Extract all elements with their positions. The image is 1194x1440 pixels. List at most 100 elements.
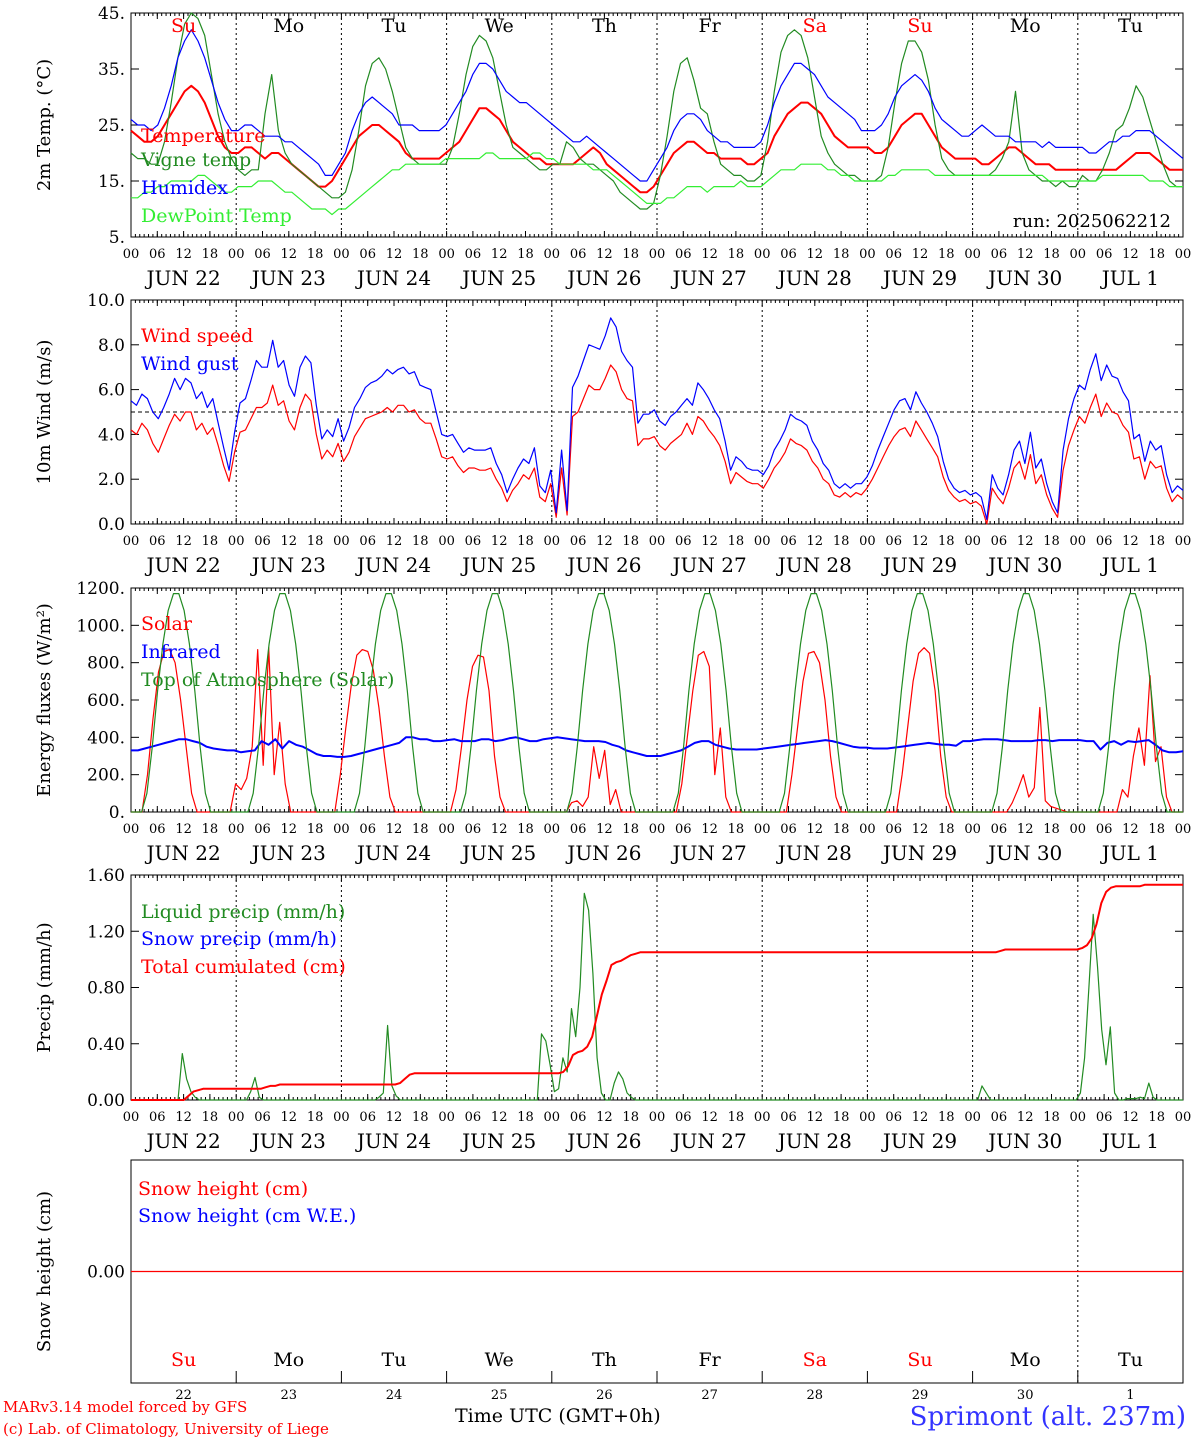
temperature-date-label: JUN 24 — [355, 266, 431, 290]
precip-hour-tick-label: 00 — [123, 1110, 140, 1125]
wind-date-label: JUN 27 — [671, 553, 747, 577]
energy-date-label: JUN 22 — [145, 841, 221, 865]
energy-date-label: JUL 1 — [1100, 841, 1159, 865]
wind-legend-entry: Wind gust — [141, 353, 239, 375]
wind-date-label: JUL 1 — [1100, 553, 1159, 577]
precip-hour-tick-label: 12 — [1017, 1110, 1034, 1125]
precip-hour-tick-label: 06 — [1096, 1110, 1113, 1125]
wind-hour-tick-label: 18 — [1043, 534, 1060, 549]
precip-hour-tick-label: 00 — [228, 1110, 245, 1125]
snow-weekday-label: Su — [907, 1349, 932, 1371]
energy-hour-tick-label: 18 — [938, 822, 955, 837]
temperature-hour-tick-label: 06 — [149, 247, 166, 262]
time-axis-label: Time UTC (GMT+0h) — [455, 1405, 661, 1427]
temperature-weekday-label: Mo — [1010, 15, 1041, 37]
precip-hour-tick-label: 18 — [938, 1110, 955, 1125]
energy-hour-tick-label: 00 — [333, 822, 350, 837]
temperature-weekday-label: Su — [171, 15, 196, 37]
wind-hour-tick-label: 00 — [438, 534, 455, 549]
energy-legend-entry: Solar — [141, 613, 193, 635]
energy-hour-tick-label: 00 — [1070, 822, 1087, 837]
wind-series-wind-gust — [130, 317, 1184, 521]
temperature-legend-entry: Vigne temp — [140, 149, 251, 171]
energy-hour-tick-label: 06 — [675, 822, 692, 837]
energy-hour-tick-label: 06 — [991, 822, 1008, 837]
precip-date-label: JUN 29 — [881, 1129, 957, 1153]
energy-hour-tick-label: 06 — [780, 822, 797, 837]
wind-y-tick-label: 2.0 — [98, 470, 125, 490]
energy-hour-tick-label: 00 — [1175, 822, 1192, 837]
wind-date-label: JUN 26 — [565, 553, 641, 577]
temperature-hour-tick-label: 00 — [123, 247, 140, 262]
wind-hour-tick-label: 18 — [202, 534, 219, 549]
energy-hour-tick-label: 00 — [859, 822, 876, 837]
precip-hour-tick-label: 06 — [780, 1110, 797, 1125]
precip-hour-tick-label: 12 — [912, 1110, 929, 1125]
precip-date-label: JUL 1 — [1100, 1129, 1159, 1153]
energy-legend-entry: Infrared — [141, 641, 221, 663]
temperature-weekday-label: We — [485, 15, 514, 37]
snow-weekday-label: Th — [592, 1349, 617, 1371]
temperature-hour-tick-label: 06 — [359, 247, 376, 262]
wind-hour-tick-label: 06 — [780, 534, 797, 549]
energy-hour-tick-label: 12 — [386, 822, 403, 837]
precip-hour-tick-label: 18 — [728, 1110, 745, 1125]
wind-hour-tick-label: 18 — [728, 534, 745, 549]
temperature-hour-tick-label: 06 — [570, 247, 587, 262]
wind-hour-tick-label: 00 — [1070, 534, 1087, 549]
snow-day-number: 23 — [281, 1388, 298, 1403]
snow-weekday-label: Mo — [273, 1349, 304, 1371]
energy-hour-tick-label: 12 — [175, 822, 192, 837]
snow-legend-entry: Snow height (cm W.E.) — [138, 1205, 356, 1227]
energy-y-tick-label: 600. — [87, 691, 125, 711]
energy-date-label: JUN 24 — [355, 841, 431, 865]
precip-hour-tick-label: 12 — [281, 1110, 298, 1125]
precip-panel: 00 06 12 18 00 06 12 18 00 06 12 18 00 06 12 18 00 06 12 18… — [34, 866, 1191, 1153]
energy-hour-tick-label: 18 — [202, 822, 219, 837]
energy-y-axis-label: Energy fluxes (W/m²) — [34, 603, 55, 797]
energy-hour-tick-label: 12 — [807, 822, 824, 837]
energy-date-label: JUN 27 — [671, 841, 747, 865]
wind-y-axis-label: 10m Wind (m/s) — [34, 340, 55, 485]
precip-date-label: JUN 27 — [671, 1129, 747, 1153]
temperature-hour-tick-label: 00 — [649, 247, 666, 262]
temperature-hour-tick-label: 00 — [544, 247, 561, 262]
temperature-hour-tick-label: 06 — [254, 247, 271, 262]
wind-date-label: JUN 22 — [145, 553, 221, 577]
temperature-hour-tick-label: 00 — [438, 247, 455, 262]
temperature-legend-entry: DewPoint Temp — [141, 205, 292, 227]
snow-day-number: 24 — [386, 1388, 403, 1403]
energy-date-label: JUN 25 — [460, 841, 536, 865]
precip-hour-tick-label: 00 — [333, 1110, 350, 1125]
wind-date-label: JUN 29 — [881, 553, 957, 577]
precip-date-label: JUN 26 — [565, 1129, 641, 1153]
wind-hour-tick-label: 18 — [938, 534, 955, 549]
energy-hour-tick-label: 06 — [149, 822, 166, 837]
model-credit: MARv3.14 model forced by GFS — [3, 1398, 248, 1416]
snow-y-tick-label: 0.00 — [87, 1263, 125, 1283]
precip-hour-tick-label: 12 — [701, 1110, 718, 1125]
precip-hour-tick-label: 18 — [833, 1110, 850, 1125]
wind-y-tick-label: 4.0 — [98, 425, 125, 445]
energy-hour-tick-label: 18 — [728, 822, 745, 837]
snow-day-number: 25 — [491, 1388, 508, 1403]
energy-hour-tick-label: 12 — [912, 822, 929, 837]
temperature-y-tick-label: 45. — [98, 4, 125, 24]
energy-hour-tick-label: 00 — [754, 822, 771, 837]
snow-day-number: 1 — [1126, 1388, 1134, 1403]
energy-y-tick-label: 400. — [87, 728, 125, 748]
wind-hour-tick-label: 00 — [333, 534, 350, 549]
temperature-hour-tick-label: 00 — [1175, 247, 1192, 262]
precip-hour-tick-label: 00 — [544, 1110, 561, 1125]
precip-hour-tick-label: 18 — [202, 1110, 219, 1125]
energy-hour-tick-label: 00 — [123, 822, 140, 837]
precip-hour-tick-label: 18 — [1043, 1110, 1060, 1125]
energy-hour-tick-label: 00 — [438, 822, 455, 837]
wind-hour-tick-label: 06 — [885, 534, 902, 549]
energy-date-label: JUN 28 — [776, 841, 852, 865]
temperature-date-label: JUN 29 — [881, 266, 957, 290]
energy-date-label: JUN 26 — [565, 841, 641, 865]
precip-hour-tick-label: 12 — [175, 1110, 192, 1125]
precip-y-tick-label: 0.00 — [87, 1091, 125, 1111]
precip-hour-tick-label: 12 — [386, 1110, 403, 1125]
